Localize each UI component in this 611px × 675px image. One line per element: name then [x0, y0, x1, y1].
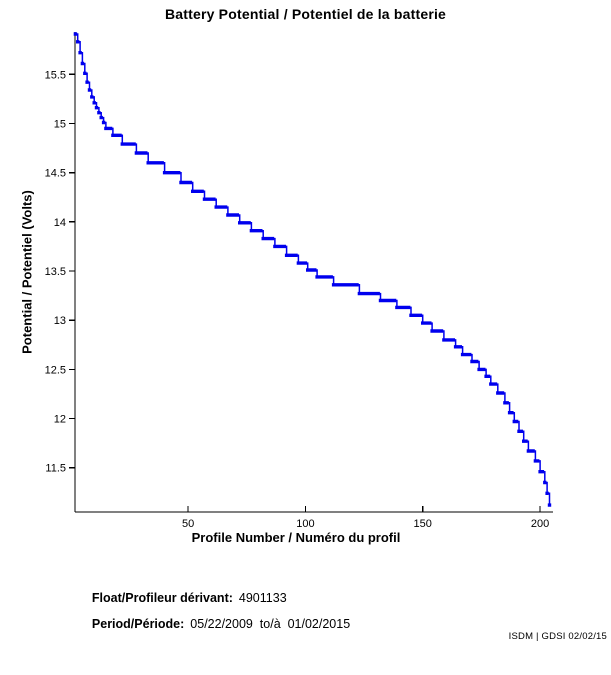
y-tick-label: 13.5	[45, 266, 66, 278]
float-label: Float/Profileur dérivant:	[91, 591, 233, 605]
period-info-line: Period/Période: 05/22/2009 to/à 01/02/201…	[78, 603, 350, 645]
x-tick-label: 50	[182, 518, 194, 530]
float-info-line: Float/Profileur dérivant: 4901133	[78, 577, 287, 619]
chart-title: Battery Potential / Potentiel de la batt…	[164, 6, 447, 22]
y-tick-label: 14	[54, 217, 66, 229]
y-tick-label: 13	[54, 315, 66, 327]
x-tick-label: 150	[414, 518, 432, 530]
battery-curve-markers	[73, 32, 552, 507]
y-tick-label: 12.5	[45, 364, 66, 376]
y-tick-label: 11.5	[45, 463, 66, 475]
x-axis-label: Profile Number / Numéro du profil	[191, 530, 401, 545]
x-tick-label: 200	[531, 518, 549, 530]
y-tick-label: 15	[54, 119, 66, 131]
y-tick-label: 12	[54, 414, 66, 426]
period-label: Period/Période:	[91, 617, 185, 631]
y-tick-label: 15.5	[45, 69, 66, 81]
footer-credit: ISDM | GDSI 02/02/15	[508, 631, 607, 642]
float-value: 4901133	[238, 591, 287, 605]
period-value: 05/22/2009 to/à 01/02/2015	[190, 617, 351, 631]
x-tick-label: 100	[296, 518, 314, 530]
y-tick-label: 14.5	[45, 168, 66, 180]
